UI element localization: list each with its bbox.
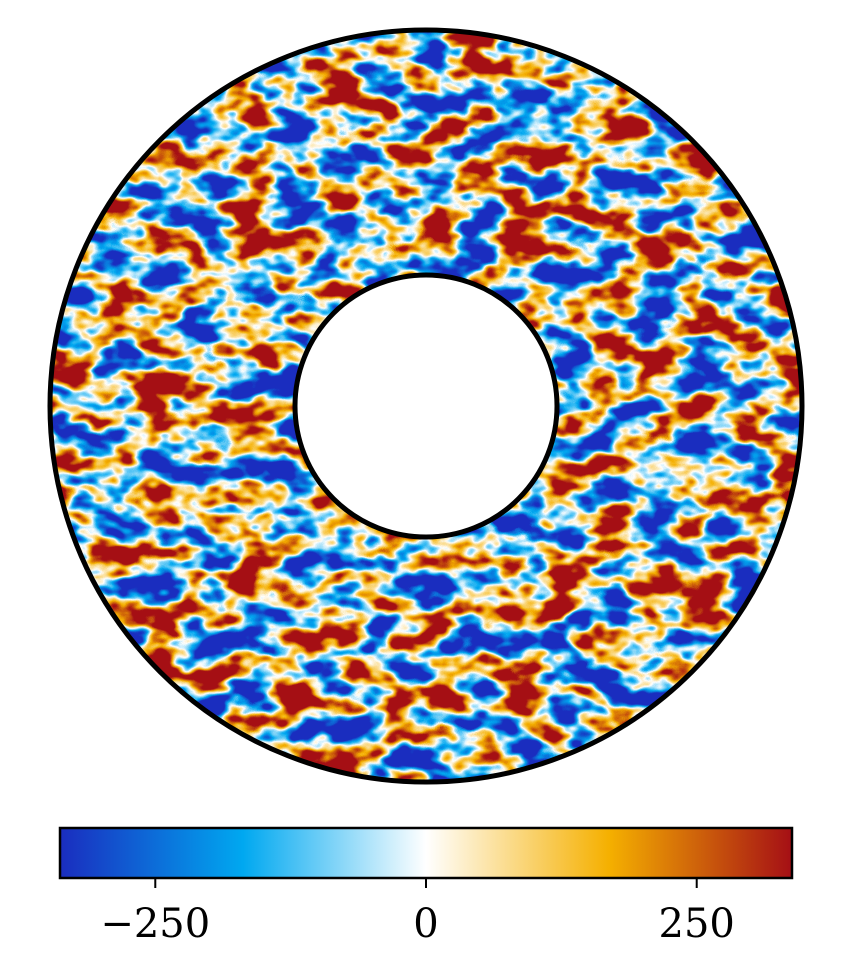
tick-label: 0 bbox=[413, 901, 438, 947]
field-image bbox=[50, 30, 802, 782]
inner-boundary bbox=[292, 272, 560, 540]
tick-label: 250 bbox=[659, 901, 735, 947]
tick-label: −250 bbox=[100, 901, 210, 947]
field bbox=[50, 30, 802, 782]
colorbar bbox=[58, 826, 794, 880]
outer-boundary bbox=[47, 27, 805, 785]
